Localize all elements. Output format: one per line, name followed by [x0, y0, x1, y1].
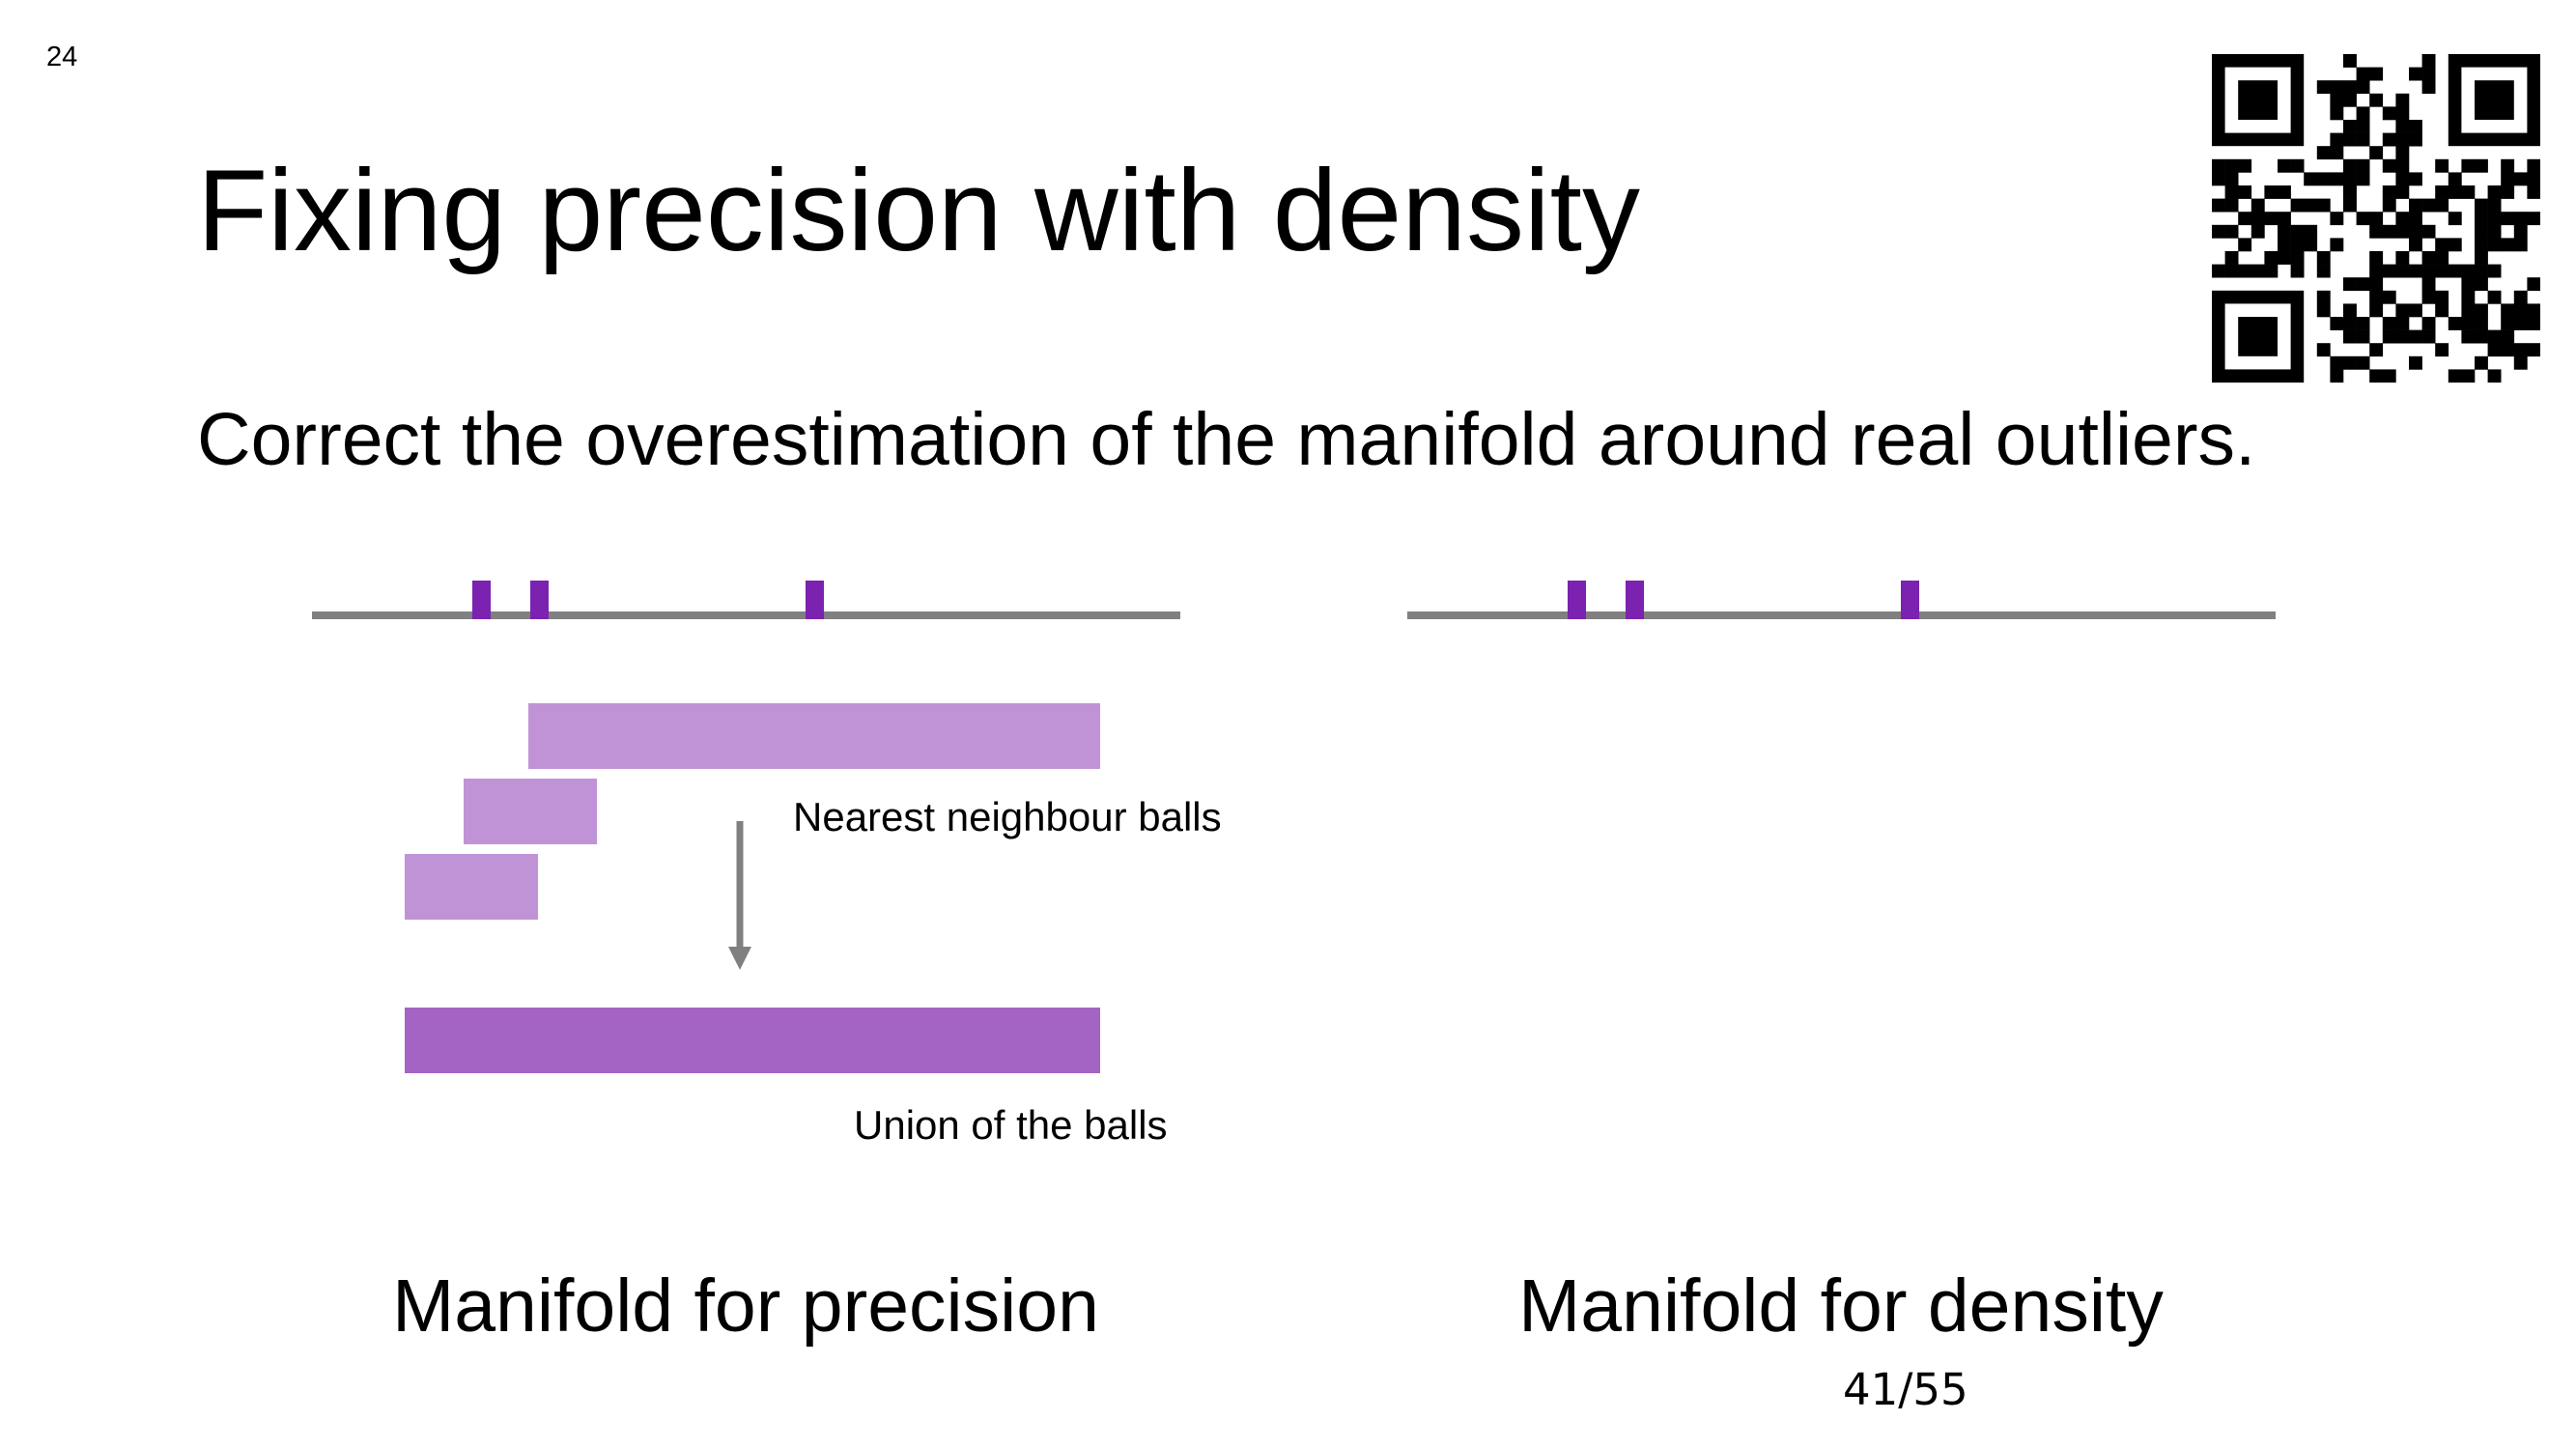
left-data-point — [806, 581, 824, 619]
right-panel-caption: Manifold for density — [1518, 1264, 2164, 1348]
down-arrow-head-icon — [728, 947, 751, 970]
union-of-balls-label: Union of the balls — [854, 1102, 1168, 1148]
left-data-point — [472, 581, 491, 619]
right-data-point — [1901, 581, 1919, 619]
qr-code-icon — [2212, 54, 2540, 383]
slide-subtitle: Correct the overestimation of the manifo… — [197, 398, 2256, 481]
left-data-point — [530, 581, 549, 619]
neighbour-ball — [405, 854, 538, 920]
union-of-balls — [405, 1008, 1100, 1073]
slide-number: 24 — [46, 42, 78, 72]
right-data-point — [1626, 581, 1644, 619]
nearest-neighbour-balls-label: Nearest neighbour balls — [793, 794, 1222, 839]
right-data-point — [1568, 581, 1586, 619]
neighbour-ball — [528, 703, 1100, 769]
neighbour-ball — [464, 779, 597, 844]
left-panel-caption: Manifold for precision — [392, 1264, 1099, 1348]
slide-title: Fixing precision with density — [197, 146, 1640, 275]
page-counter: 41/55 — [1843, 1364, 1968, 1415]
